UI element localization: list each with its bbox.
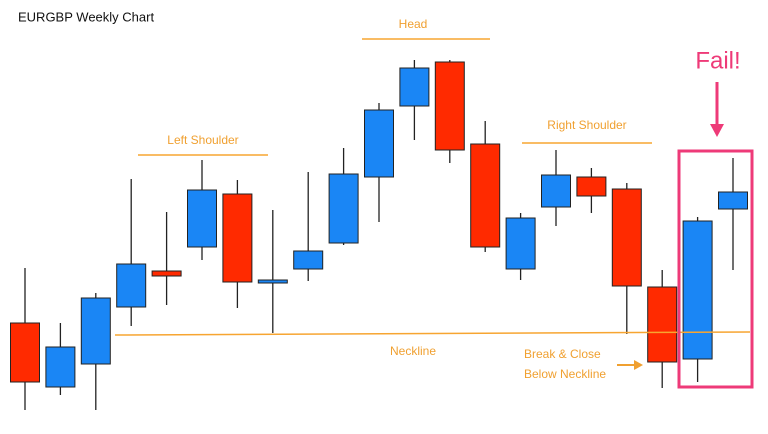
candle-body	[647, 286, 678, 363]
candles	[10, 60, 748, 410]
candle-body	[293, 250, 324, 270]
candle-body	[576, 176, 607, 197]
fail-label: Fail!	[695, 47, 740, 74]
candle-body	[611, 188, 642, 287]
neckline-label: Neckline	[390, 344, 436, 358]
right-shoulder-label: Right Shoulder	[547, 118, 626, 132]
break-arrowhead	[634, 360, 643, 370]
candle-body	[10, 322, 40, 383]
left-shoulder-label: Left Shoulder	[167, 133, 238, 147]
candle-body	[257, 279, 288, 284]
candle-body	[470, 143, 501, 248]
candle-body	[682, 220, 713, 360]
head-label: Head	[399, 17, 428, 31]
candle-body	[434, 61, 465, 151]
candle-body	[505, 217, 536, 270]
fail-box	[677, 149, 754, 389]
candle-body	[328, 173, 359, 244]
chart-title: EURGBP Weekly Chart	[18, 9, 154, 24]
candle-body	[116, 263, 147, 308]
candle-body	[187, 189, 217, 248]
candle-body	[80, 297, 111, 365]
candle-body	[222, 193, 253, 283]
candle-body	[399, 67, 430, 107]
fail-arrowhead	[710, 124, 724, 137]
candle-body	[45, 346, 76, 388]
neckline	[114, 331, 751, 336]
break-label: Break & Close	[524, 347, 601, 361]
candle-body	[364, 109, 394, 178]
candle-body	[151, 270, 182, 277]
candle-body	[541, 174, 571, 208]
candle-body	[718, 191, 748, 210]
break-label: Below Neckline	[524, 367, 606, 381]
